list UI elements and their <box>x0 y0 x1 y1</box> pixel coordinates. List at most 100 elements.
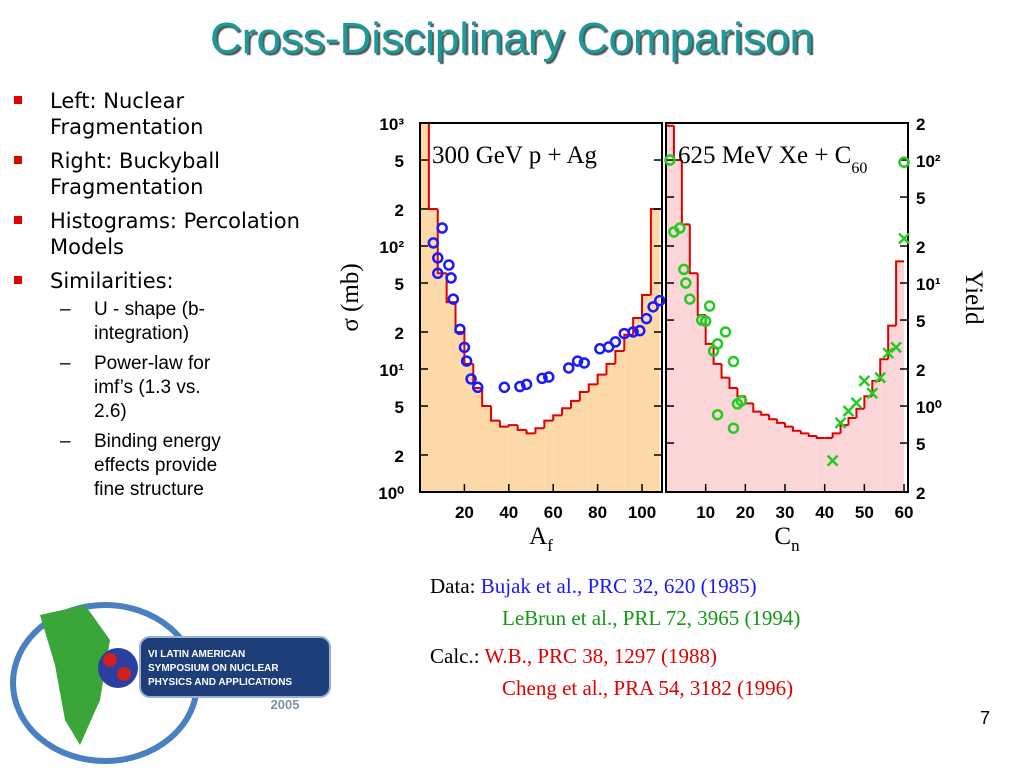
histogram-bar <box>753 411 762 492</box>
data-point <box>563 362 575 374</box>
data-point <box>735 395 748 407</box>
data-point <box>727 355 740 368</box>
data-point <box>445 272 457 284</box>
x-tick-label: 40 <box>815 503 834 522</box>
annotation: 625 MeV Xe + C60 <box>678 142 867 177</box>
histogram-bar <box>544 420 554 492</box>
histogram-bar <box>508 425 518 492</box>
data-point <box>432 252 444 264</box>
y-tick-label: 5 <box>395 398 404 417</box>
histogram-step <box>887 324 897 360</box>
histogram-step <box>427 123 438 210</box>
histogram-bar <box>570 400 580 492</box>
histogram-bar <box>800 433 809 492</box>
histogram-bar <box>553 415 563 492</box>
logo-text: VI LATIN AMERICAN <box>148 649 245 660</box>
histogram-step <box>696 273 706 316</box>
histogram-bar <box>705 343 714 492</box>
histogram-bar <box>816 437 825 492</box>
histogram-step <box>895 260 905 326</box>
histogram-bar <box>455 331 465 492</box>
histogram-step <box>552 414 563 421</box>
histogram-bar <box>737 396 746 492</box>
data-point <box>664 154 676 166</box>
sub-bullet-text: Binding energy effects provide fine stru… <box>94 431 221 500</box>
logo-banner <box>139 636 331 698</box>
histogram-step <box>507 424 518 427</box>
histogram-step <box>815 436 825 439</box>
citation-label: Calc.: <box>430 644 480 668</box>
data-point <box>640 312 653 325</box>
histogram-bar <box>729 388 738 492</box>
histogram-step <box>543 419 554 429</box>
data-point <box>454 323 466 336</box>
data-point <box>514 380 526 393</box>
data-point <box>447 293 460 305</box>
annotation-sub: 60 <box>851 160 867 177</box>
histogram-bar <box>832 433 841 492</box>
data-point <box>684 293 696 305</box>
logo-year: 2005 <box>271 697 300 712</box>
histogram-bar <box>642 294 651 492</box>
histogram-bar <box>473 388 483 492</box>
histogram-step <box>641 293 651 318</box>
bullet-text: Right: Buckyball Fragmentation <box>50 149 221 199</box>
bullet: Histograms: Percolation Models <box>12 208 312 260</box>
y-tick-label: 10³ <box>379 115 404 134</box>
histogram-step <box>760 411 770 416</box>
histogram-step <box>688 224 698 275</box>
y-tick-label: 10² <box>379 238 404 257</box>
citation-label: Data: <box>430 574 476 598</box>
histogram-step <box>728 377 738 390</box>
y-tick-label: 5 <box>395 152 404 171</box>
histogram-bar <box>689 273 698 492</box>
x-tick-label: 30 <box>776 503 795 522</box>
citation-line: Data: Bujak et al., PRC 32, 620 (1985) <box>430 574 757 599</box>
x-axis-label: Af <box>529 523 553 555</box>
y-tick-label: 2 <box>395 324 404 343</box>
y-tick-label: 10¹ <box>379 361 404 380</box>
histogram-bar <box>888 325 897 492</box>
x-axis-label-sub: f <box>547 536 553 555</box>
data-point <box>711 338 724 350</box>
data-point <box>520 378 533 391</box>
histogram-step <box>445 273 456 304</box>
logo-map <box>40 605 110 745</box>
data-point <box>874 371 887 384</box>
data-point <box>578 357 591 369</box>
annotation-text: 625 MeV Xe + C <box>678 142 851 169</box>
y-tick-label: 2 <box>395 447 404 466</box>
histogram-bar <box>526 433 536 492</box>
data-point <box>460 355 473 367</box>
data-point <box>571 355 584 367</box>
data-point <box>471 381 484 394</box>
data-point <box>826 454 839 467</box>
histogram-step <box>605 362 616 375</box>
histogram-step <box>784 422 793 428</box>
histogram-bar <box>777 422 786 492</box>
data-point <box>432 267 444 280</box>
y-tick-label: 5 <box>395 275 404 294</box>
sub-bullet: Power-law for imf’s (1.3 vs. 2.6) <box>44 352 224 424</box>
histogram-bar <box>666 125 674 493</box>
data-point <box>858 375 871 387</box>
bullet-text: Histograms: Percolation Models <box>50 209 300 259</box>
histogram-step <box>481 388 492 408</box>
histogram-step <box>596 373 607 385</box>
histogram-step <box>807 433 817 438</box>
data-point <box>680 277 692 289</box>
histogram-step <box>587 383 598 393</box>
data-point <box>627 326 639 338</box>
histogram-step <box>831 432 841 438</box>
sub-bullet-text: U - shape (b-integration) <box>94 299 205 344</box>
bullet-list: Left: Nuclear Fragmentation Right: Bucky… <box>12 88 312 510</box>
histogram-step <box>498 420 509 428</box>
histogram-bar <box>650 208 660 492</box>
data-point <box>543 371 555 383</box>
data-point <box>890 341 902 354</box>
data-point <box>647 301 659 313</box>
histogram-bar <box>606 363 616 492</box>
x-axis-label: Cn <box>774 523 800 555</box>
data-point <box>674 222 686 234</box>
sub-bullet: Binding energy effects provide fine stru… <box>44 430 224 502</box>
